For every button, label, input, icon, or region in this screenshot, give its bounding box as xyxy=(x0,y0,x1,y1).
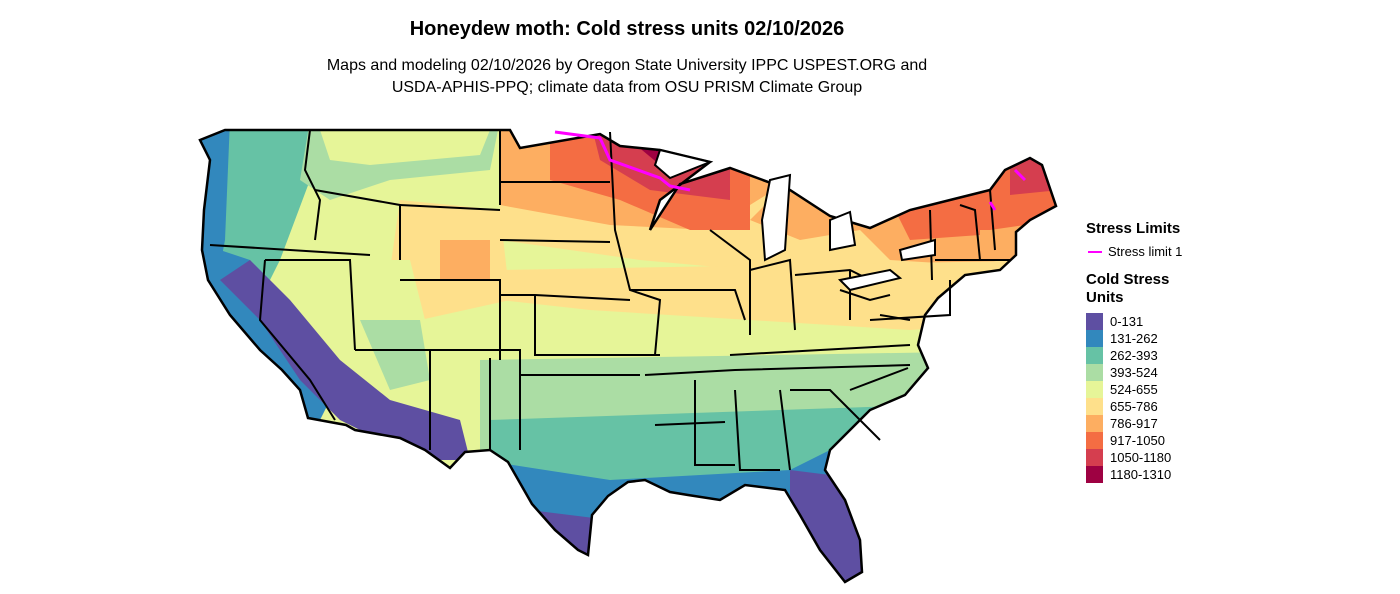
subtitle-line-1: Maps and modeling 02/10/2026 by Oregon S… xyxy=(326,57,928,74)
legend-label: 1180-1310 xyxy=(1110,467,1172,482)
legend-label: 917-1050 xyxy=(1110,433,1165,448)
legend-swatch xyxy=(1086,449,1103,466)
legend-swatch xyxy=(1086,364,1103,381)
legend-item: 917-1050 xyxy=(1086,432,1286,449)
legend-item: 655-786 xyxy=(1086,398,1286,415)
map-subtitle: Maps and modeling 02/10/2026 by Oregon S… xyxy=(0,55,1254,99)
legend-item: 1050-1180 xyxy=(1086,449,1286,466)
great-lakes xyxy=(653,148,936,292)
subtitle-line-2: USDA-APHIS-PPQ; climate data from OSU PR… xyxy=(391,79,863,96)
legend-swatch xyxy=(1086,432,1103,449)
legend-label: 524-655 xyxy=(1110,382,1158,397)
legend-item: 393-524 xyxy=(1086,364,1286,381)
legend-items: 0-131 131-262 262-393 393-524 524-655 655-786… xyxy=(1086,313,1286,483)
legend-swatch xyxy=(1086,330,1103,347)
legend-label: 131-262 xyxy=(1110,331,1158,346)
map-title: Honeydew moth: Cold stress units 02/10/2… xyxy=(409,18,845,40)
legend-label: 0-131 xyxy=(1110,314,1144,329)
legend-item: 1180-1310 xyxy=(1086,466,1286,483)
stress-limit-line-icon xyxy=(1088,250,1102,253)
stress-limit-entry: Stress limit 1 xyxy=(1086,244,1286,259)
legend-swatch xyxy=(1086,398,1103,415)
legend-label: 786-917 xyxy=(1110,416,1158,431)
stress-limit-contour xyxy=(554,130,1027,211)
legend-item: 262-393 xyxy=(1086,347,1286,364)
legend-item: 524-655 xyxy=(1086,381,1286,398)
cold-stress-units-title: Cold Stress Units xyxy=(1086,271,1170,306)
legend-swatch xyxy=(1086,381,1103,398)
legend-label: 655-786 xyxy=(1110,399,1158,414)
legend-swatch xyxy=(1086,415,1103,432)
legend-label: 393-524 xyxy=(1110,365,1158,380)
legend-swatch xyxy=(1086,347,1103,364)
legend-swatch xyxy=(1086,466,1103,483)
stress-limits-title: Stress Limits xyxy=(1086,220,1181,237)
legend-label: 262-393 xyxy=(1110,348,1158,363)
legend-swatch xyxy=(1086,313,1103,330)
legend: Stress Limits Stress limit 1 Cold Stress… xyxy=(1086,220,1286,483)
us-cold-stress-map xyxy=(198,128,1058,584)
legend-item: 0-131 xyxy=(1086,313,1286,330)
stress-limit-label: Stress limit 1 xyxy=(1108,244,1183,259)
legend-item: 131-262 xyxy=(1086,330,1286,347)
legend-label: 1050-1180 xyxy=(1110,450,1172,465)
legend-item: 786-917 xyxy=(1086,415,1286,432)
